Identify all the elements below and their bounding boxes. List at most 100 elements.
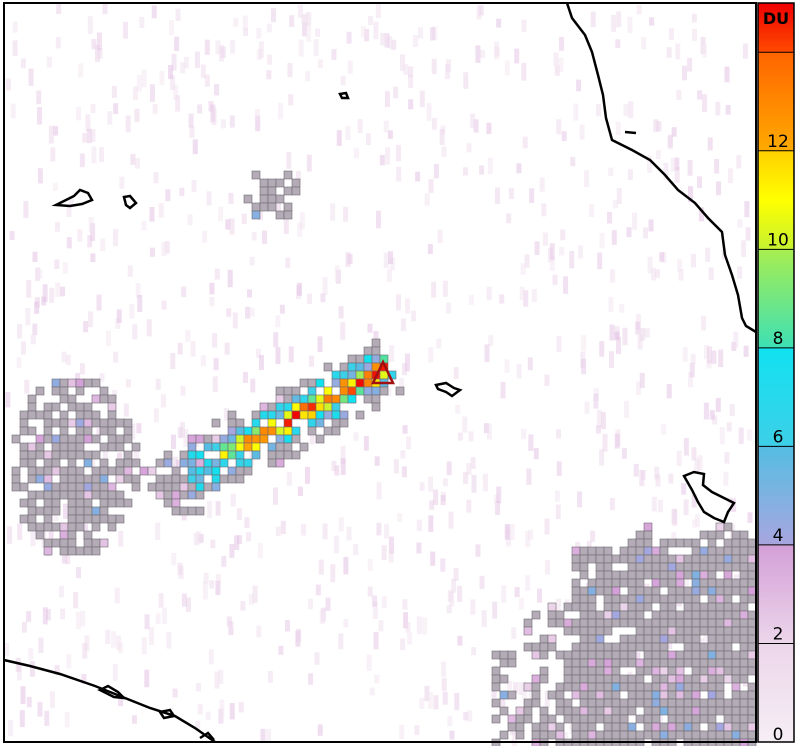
retrieval-pixel xyxy=(547,690,557,700)
retrieval-pixel xyxy=(331,394,341,404)
retrieval-pixel xyxy=(579,554,589,564)
retrieval-pixel xyxy=(587,650,597,660)
retrieval-pixel xyxy=(739,610,749,620)
retrieval-pixel xyxy=(67,498,77,508)
retrieval-pixel xyxy=(715,594,725,604)
background-pixel xyxy=(175,8,181,21)
background-pixel xyxy=(445,64,451,80)
retrieval-pixel xyxy=(59,546,69,556)
retrieval-pixel xyxy=(35,386,45,396)
retrieval-pixel xyxy=(291,426,301,436)
retrieval-pixel xyxy=(27,458,37,468)
background-pixel xyxy=(388,251,394,264)
retrieval-pixel xyxy=(611,578,621,588)
retrieval-pixel xyxy=(683,634,693,644)
retrieval-pixel xyxy=(619,650,629,660)
retrieval-pixel xyxy=(667,706,677,716)
retrieval-pixel xyxy=(707,618,717,628)
retrieval-pixel xyxy=(635,730,645,740)
retrieval-pixel xyxy=(107,418,117,428)
retrieval-pixel xyxy=(107,490,117,500)
retrieval-pixel xyxy=(27,466,37,476)
retrieval-pixel xyxy=(595,698,605,708)
background-pixel xyxy=(703,402,709,420)
background-pixel xyxy=(711,350,717,364)
retrieval-pixel xyxy=(739,706,749,716)
background-pixel xyxy=(151,5,157,19)
background-pixel xyxy=(215,580,221,596)
background-pixel xyxy=(511,627,517,639)
retrieval-pixel xyxy=(731,634,741,644)
retrieval-pixel xyxy=(19,418,29,428)
background-pixel xyxy=(236,508,242,521)
background-pixel xyxy=(17,324,23,339)
background-pixel xyxy=(223,408,229,421)
retrieval-pixel xyxy=(275,434,285,444)
retrieval-pixel xyxy=(619,594,629,604)
background-pixel xyxy=(307,598,313,610)
background-pixel xyxy=(726,422,732,432)
island xyxy=(624,130,637,135)
retrieval-pixel xyxy=(747,546,757,556)
background-pixel xyxy=(136,423,142,434)
background-pixel xyxy=(107,111,113,125)
colorbar-unit: DU xyxy=(763,9,789,28)
retrieval-pixel xyxy=(611,602,621,612)
retrieval-pixel xyxy=(531,682,541,692)
retrieval-pixel xyxy=(555,682,565,692)
retrieval-pixel xyxy=(27,498,37,508)
background-pixel xyxy=(171,553,177,566)
retrieval-pixel xyxy=(747,658,757,668)
background-pixel xyxy=(537,588,543,603)
retrieval-pixel xyxy=(187,490,197,500)
background-pixel xyxy=(132,86,138,100)
retrieval-pixel xyxy=(187,458,197,468)
retrieval-pixel xyxy=(571,642,581,652)
retrieval-pixel xyxy=(723,562,733,572)
background-pixel xyxy=(306,25,312,42)
background-pixel xyxy=(278,645,284,655)
background-pixel xyxy=(621,447,627,459)
background-pixel xyxy=(296,628,302,642)
background-pixel xyxy=(745,227,751,241)
retrieval-pixel xyxy=(643,714,653,724)
background-pixel xyxy=(466,463,472,475)
retrieval-pixel xyxy=(275,210,285,220)
retrieval-pixel xyxy=(635,562,645,572)
retrieval-pixel xyxy=(67,530,77,540)
retrieval-pixel xyxy=(739,666,749,676)
background-pixel xyxy=(225,219,231,230)
retrieval-pixel xyxy=(587,546,597,556)
retrieval-pixel xyxy=(251,434,261,444)
retrieval-pixel xyxy=(571,666,581,676)
background-pixel xyxy=(357,119,363,133)
retrieval-pixel xyxy=(579,682,589,692)
retrieval-pixel xyxy=(67,490,77,500)
retrieval-pixel xyxy=(691,722,701,732)
background-pixel xyxy=(384,91,390,107)
background-pixel xyxy=(615,121,621,136)
retrieval-pixel xyxy=(635,610,645,620)
background-pixel xyxy=(429,500,435,510)
retrieval-pixel xyxy=(699,714,709,724)
background-pixel xyxy=(525,575,531,591)
retrieval-pixel xyxy=(731,538,741,548)
retrieval-pixel xyxy=(627,618,637,628)
retrieval-pixel xyxy=(651,634,661,644)
coastlines xyxy=(3,2,757,744)
background-pixel xyxy=(656,121,662,132)
retrieval-pixel xyxy=(579,594,589,604)
background-pixel xyxy=(345,125,351,140)
background-pixel xyxy=(218,206,224,222)
background-pixel xyxy=(387,35,393,49)
retrieval-pixel xyxy=(123,458,133,468)
background-pixel xyxy=(697,455,703,471)
background-pixel xyxy=(279,304,285,314)
background-pixel xyxy=(73,592,79,609)
retrieval-pixel xyxy=(267,442,277,452)
retrieval-pixel xyxy=(723,714,733,724)
retrieval-pixel xyxy=(723,594,733,604)
retrieval-pixel xyxy=(595,666,605,676)
background-pixel xyxy=(200,64,206,79)
retrieval-pixel xyxy=(83,426,93,436)
